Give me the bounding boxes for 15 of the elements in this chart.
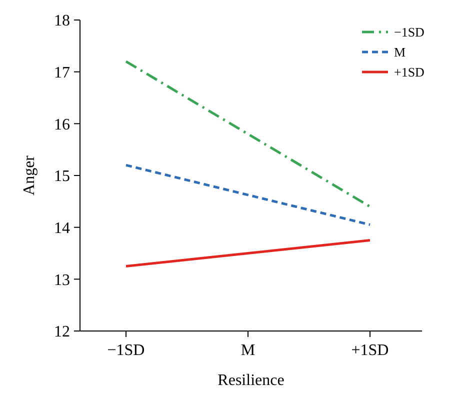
y-tick-label: 17: [54, 64, 70, 82]
y-tick-label: 12: [54, 324, 70, 341]
y-tick-label: 13: [54, 272, 70, 289]
legend-label: −1SD: [394, 24, 424, 40]
x-tick-label: M: [240, 342, 256, 359]
x-tick-label: +1SD: [351, 342, 389, 359]
legend-label: +1SD: [394, 64, 424, 80]
y-axis-title: Anger: [21, 154, 38, 196]
y-tick-label: 18: [54, 12, 70, 30]
legend-label: M: [394, 44, 406, 60]
x-axis-title: Resilience: [218, 372, 284, 389]
y-tick-label: 15: [54, 168, 70, 186]
y-tick-label: 16: [54, 116, 70, 134]
y-tick-label: 14: [54, 220, 70, 237]
x-tick-label: −1SD: [107, 342, 145, 359]
